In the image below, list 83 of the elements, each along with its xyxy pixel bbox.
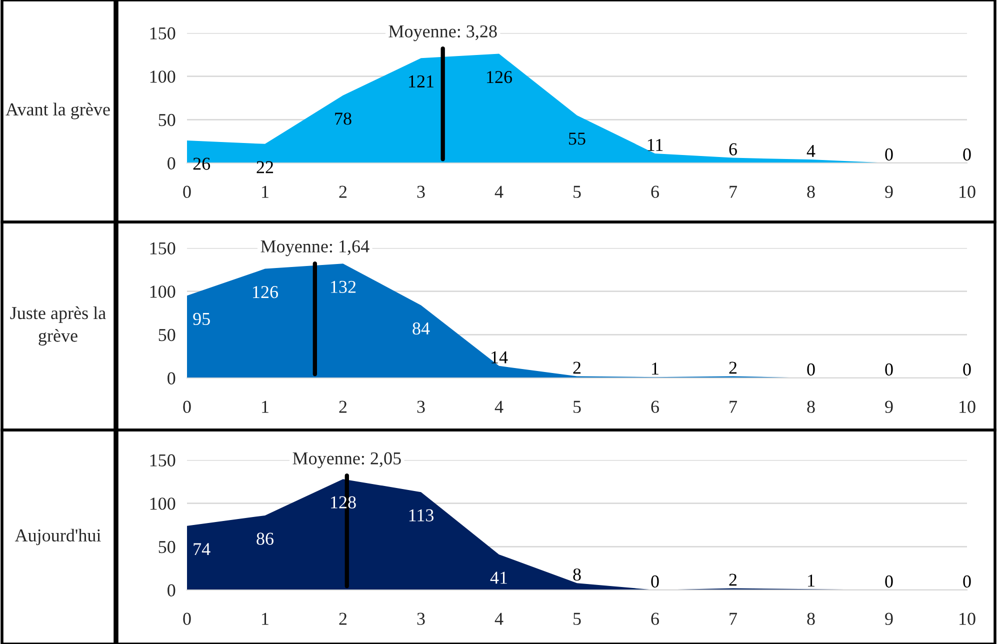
data-label: 0 [963, 575, 971, 588]
data-label: 132 [331, 280, 356, 293]
data-label: 1 [808, 574, 814, 587]
x-tick-label: 5 [574, 400, 581, 413]
x-tick-label: 5 [574, 612, 581, 625]
data-label: 0 [885, 363, 893, 376]
data-label: 126 [253, 286, 278, 298]
data-label: 22 [256, 161, 274, 174]
y-tick-label: 0 [168, 157, 176, 170]
y-tick-label: 100 [150, 286, 176, 298]
x-tick-label: 8 [807, 612, 815, 625]
x-tick-label: 10 [960, 612, 976, 625]
text: Juste après la grève [10, 306, 106, 346]
x-tick-label: 4 [494, 186, 504, 198]
x-tick-label: 7 [730, 400, 737, 413]
x-tick-label: 8 [807, 186, 815, 198]
x-tick-label: 7 [730, 186, 737, 198]
ref-line-label: Moyenne: 1,64 [260, 240, 370, 256]
data-label: 0 [963, 148, 971, 161]
data-label: 2 [729, 362, 737, 374]
data-label: 4 [806, 145, 816, 157]
y-tick-label: 50 [158, 540, 176, 554]
data-label: 11 [648, 138, 663, 151]
x-tick-label: 8 [807, 400, 815, 413]
data-label: 126 [487, 71, 512, 84]
x-tick-label: 3 [417, 186, 425, 198]
ref-line-label: Moyenne: 3,28 [388, 25, 497, 42]
x-tick-label: 2 [339, 612, 347, 625]
x-tick-label: 0 [183, 186, 191, 198]
data-label: 14 [492, 351, 508, 364]
x-tick-label: 2 [339, 400, 347, 413]
x-tick-label: 1 [262, 186, 268, 198]
y-tick-label: 50 [158, 328, 176, 342]
y-tick-label: 100 [150, 70, 176, 83]
x-tick-label: 9 [885, 400, 893, 413]
data-label: 84 [412, 322, 430, 335]
y-tick-label: 150 [150, 454, 176, 466]
y-tick-label: 0 [168, 584, 176, 596]
data-label: 128 [331, 496, 356, 508]
y-tick-label: 150 [150, 242, 176, 254]
x-tick-label: 4 [494, 400, 504, 413]
data-label: 6 [729, 143, 737, 156]
data-label: 1 [652, 362, 658, 375]
data-label: 55 [569, 132, 586, 145]
y-tick-label: 150 [150, 27, 176, 40]
x-tick-label: 10 [960, 186, 976, 198]
data-label: 0 [807, 363, 815, 376]
x-tick-label: 10 [960, 400, 976, 413]
x-tick-label: 9 [885, 612, 893, 625]
x-tick-label: 0 [183, 400, 191, 413]
x-tick-label: 6 [651, 186, 659, 198]
data-label: 74 [194, 543, 210, 556]
data-label: 0 [885, 148, 893, 161]
data-label: 113 [409, 509, 434, 522]
data-label: 2 [573, 362, 581, 374]
data-label: 121 [409, 75, 434, 88]
x-tick-label: 4 [494, 612, 504, 625]
data-label: 2 [729, 574, 737, 586]
x-tick-label: 3 [417, 612, 425, 625]
text: Aujourd'hui [14, 528, 101, 546]
x-tick-label: 6 [651, 612, 659, 625]
x-tick-label: 9 [885, 186, 893, 198]
x-tick-label: 5 [574, 186, 581, 198]
ref-line-label: Moyenne: 2,05 [292, 452, 401, 468]
text: Avant la grève [6, 102, 110, 120]
x-tick-label: 1 [262, 400, 268, 413]
x-tick-label: 0 [183, 612, 191, 625]
y-tick-label: 0 [168, 372, 176, 384]
x-tick-label: 2 [339, 186, 347, 198]
x-tick-label: 6 [651, 400, 659, 413]
x-tick-label: 1 [262, 612, 268, 625]
y-tick-label: 50 [158, 114, 176, 126]
y-tick-label: 100 [150, 498, 176, 510]
data-label: 78 [335, 112, 352, 125]
data-label: 0 [963, 363, 971, 376]
data-label: 0 [651, 575, 659, 588]
x-tick-label: 3 [417, 400, 425, 413]
data-label: 41 [490, 572, 507, 584]
data-label: 95 [193, 312, 210, 326]
x-tick-label: 7 [730, 612, 737, 625]
data-label: 86 [256, 532, 274, 545]
data-label: 0 [885, 575, 893, 588]
data-label: 8 [573, 568, 581, 581]
